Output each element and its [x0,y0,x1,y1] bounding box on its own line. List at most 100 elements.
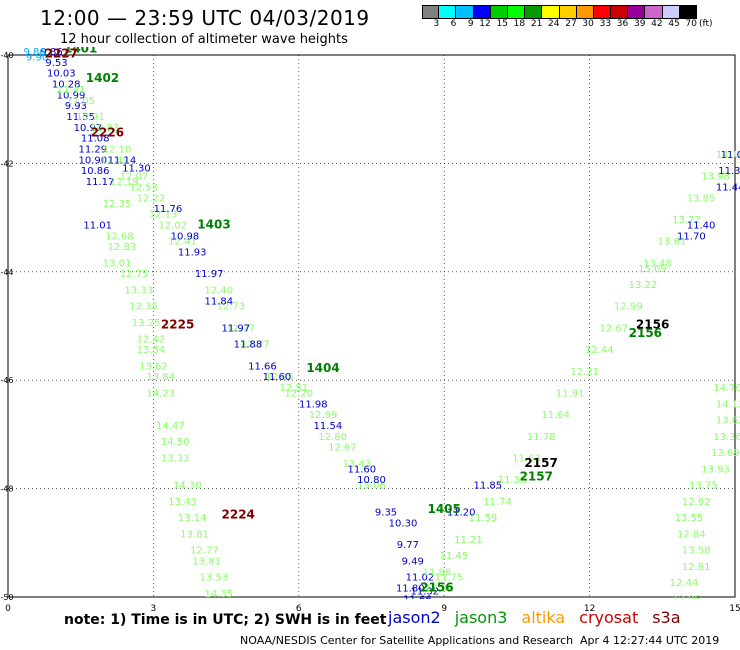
swh-value: 12.81 [682,562,711,573]
swh-value: 12.35 [103,199,132,210]
pass-number: 2227 [45,47,78,61]
swh-value: 11.30 [498,475,527,486]
swh-value: 11.02 [406,573,435,584]
swh-value: 12.80 [318,432,347,443]
pass-number: 2225 [161,318,194,332]
swh-value: 14.70 [713,383,740,394]
swh-value: 13.84 [146,372,175,383]
color-scale-label: 18 [513,19,526,29]
swh-value: 10.98 [171,231,200,242]
swh-value: 13.43 [168,497,197,508]
swh-value: 12.51 [280,383,309,394]
color-scale-swatches [422,5,713,19]
swh-value: 13.06 [357,481,386,492]
swh-value: 12.49 [100,155,129,166]
color-scale-label: 36 [616,19,629,29]
color-scale-unit: (ft) [699,19,713,29]
swh-value: 11.84 [205,296,234,307]
color-swatch [679,5,697,19]
swh-value: 12.35 [129,302,158,313]
color-scale-bar: 3 6 9 12 15 18 21 24 27 30 33 36 39 42 45 70 (ft) [422,5,713,31]
swh-value: 12.07 [120,172,149,183]
swh-value: 13.43 [343,459,372,470]
color-scale-label: 33 [599,19,612,29]
y-tick-label: -50 [0,593,13,602]
swh-value: 11.60 [263,372,292,383]
swh-value: 11.55 [66,112,95,123]
pass-number: 1403 [197,217,230,231]
swh-value: 11.01 [83,220,112,231]
pass-number: 2156 [636,318,669,332]
swh-value: 12.42 [137,334,166,345]
color-swatch [611,5,629,19]
swh-value: 11.41 [57,85,86,96]
swh-value: 13.72 [672,215,701,226]
swh-value: 10.99 [57,90,86,101]
swh-value: 11.76 [154,204,183,215]
color-swatch [456,5,474,19]
swh-value: 13.55 [675,513,704,524]
track-layer: 9.869.5310.0310.2810.999.9311.5510.9711.… [24,47,740,605]
swh-value: 11.17 [86,177,115,188]
swh-value: 12.99 [614,302,643,313]
pass-number: 2156 [629,326,662,340]
color-swatch [662,5,680,19]
swh-value: 13.81 [192,556,221,567]
swh-value: 9.90 [26,52,48,63]
swh-value: 12.41 [168,237,197,248]
swh-value: 11.74 [483,497,512,508]
swh-value: 13.36 [713,432,740,443]
swh-value: 10.80 [357,475,386,486]
color-scale-label: 30 [582,19,594,29]
swh-value: 14.12 [716,399,740,410]
color-scale-label: 70 [685,19,697,29]
swh-value: 13.01 [103,258,132,269]
swh-value: 9.93 [65,101,87,112]
swh-value: 11.97 [195,269,224,280]
color-swatch [439,5,457,19]
plot-frame [7,54,736,598]
swh-value: 12.68 [105,231,134,242]
swh-value: 11.66 [403,594,432,605]
swh-value: 9.35 [375,508,397,519]
pass-number: 2226 [91,125,124,139]
swh-value: 12.02 [425,584,454,595]
color-scale-label: 6 [450,19,457,29]
swh-value: 11.80 [396,584,425,595]
swh-value: 13.53 [200,573,229,584]
swh-value: 13.69 [711,448,740,459]
color-scale-label: 3 [433,19,440,29]
swh-value: 11.30 [718,166,740,177]
swh-value: 13.75 [689,481,718,492]
swh-value: 11.32 [410,586,439,597]
swh-value: 13.33 [161,454,190,465]
swh-value: 14.23 [146,388,175,399]
swh-value: 12.99 [309,410,338,421]
y-tick-label: -44 [0,268,13,277]
swh-value: 12.53 [129,183,158,194]
swh-value: 12.95 [672,594,701,605]
swh-value: 11.44 [716,183,740,194]
swh-value: 11.05 [66,96,95,107]
swh-value: 12.67 [328,443,357,454]
color-swatch [490,5,508,19]
color-swatch [507,5,526,19]
swh-value: 10.28 [52,80,81,91]
swh-value: 13.62 [716,416,740,427]
color-scale-label: 27 [565,19,577,29]
swh-value: 12.44 [585,345,614,356]
swh-value: 12.84 [677,529,706,540]
pass-number: 1405 [427,502,460,516]
swh-value: 12.02 [158,220,187,231]
color-swatch [542,5,560,19]
color-swatch [525,5,543,19]
swh-value: 13.48 [643,258,672,269]
swh-value: 13.54 [137,345,166,356]
swh-value: 13.61 [658,237,687,248]
swh-value: 11.21 [454,535,483,546]
swh-value: 11.85 [473,481,502,492]
color-swatch [628,5,646,19]
swh-value: 9.77 [397,540,419,551]
swh-value: 10.97 [74,123,103,134]
